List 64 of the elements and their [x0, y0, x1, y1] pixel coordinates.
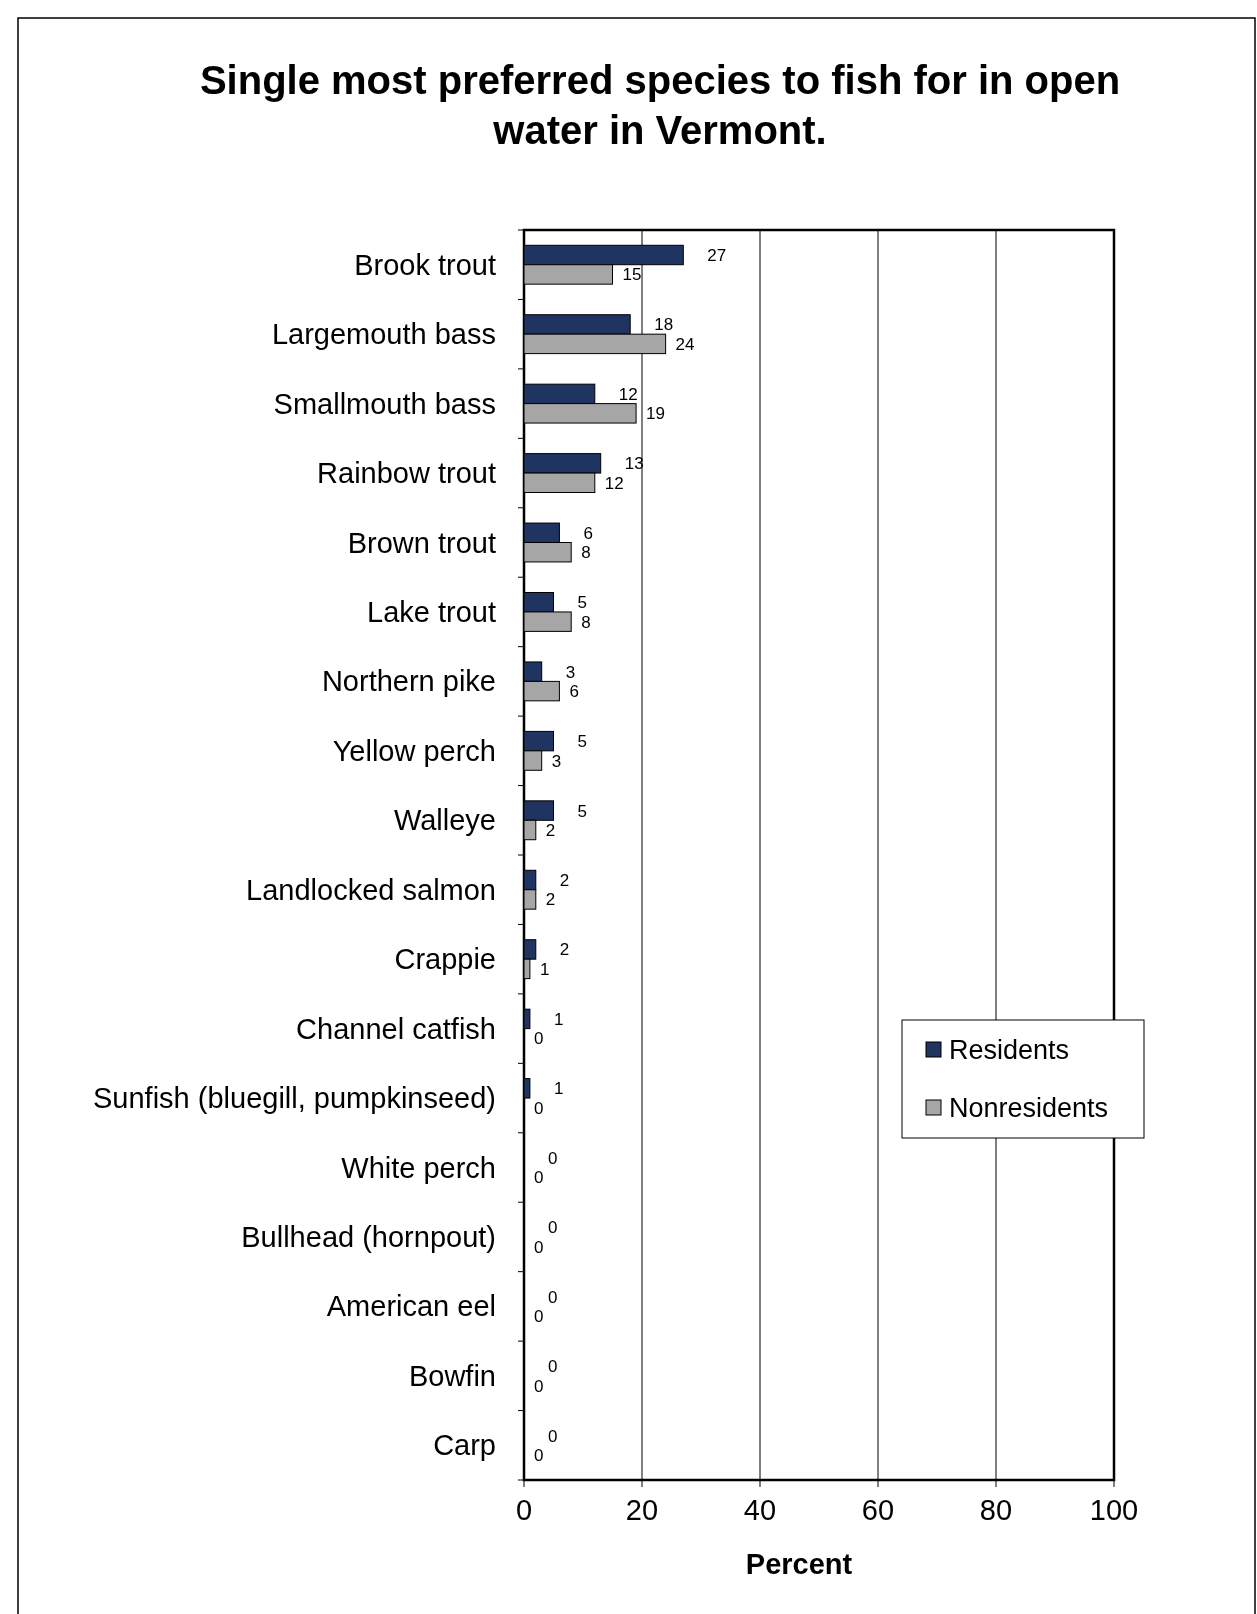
data-label: 0 [534, 1029, 544, 1049]
y-tick-label: Landlocked salmon [246, 873, 496, 906]
legend-label: Residents [949, 1035, 1070, 1065]
data-label: 0 [548, 1287, 558, 1307]
data-label: 0 [548, 1357, 558, 1377]
data-label: 3 [551, 751, 562, 771]
y-tick-label: Brown trout [347, 526, 496, 559]
data-label: 19 [646, 404, 666, 424]
x-tick-label: 80 [979, 1494, 1013, 1526]
y-tick-label: Sunfish (bluegill, pumpkinseed) [93, 1082, 496, 1115]
y-tick-label: Bullhead (hornpout) [241, 1220, 496, 1253]
x-tick-label: 0 [515, 1494, 533, 1526]
y-tick-label: Channel catfish [296, 1012, 496, 1045]
y-tick-label: American eel [326, 1290, 496, 1323]
y-tick-label: Largemouth bass [271, 318, 496, 351]
data-label: 0 [548, 1426, 558, 1446]
y-tick-label: White perch [341, 1151, 496, 1184]
data-label: 2 [559, 940, 570, 960]
data-label: 8 [581, 543, 591, 563]
data-label: 6 [583, 523, 593, 543]
legend-label: Nonresidents [949, 1093, 1109, 1123]
y-tick-label: Brook trout [354, 248, 496, 281]
data-label: 0 [534, 1168, 544, 1188]
y-tick-label: Smallmouth bass [273, 387, 496, 420]
y-tick-label: Northern pike [321, 665, 496, 698]
data-label: 1 [553, 1009, 564, 1029]
data-label: 15 [622, 265, 642, 285]
data-label: 0 [534, 1098, 544, 1118]
data-label: 2 [545, 890, 556, 910]
data-label: 24 [675, 334, 695, 354]
data-label: 0 [534, 1446, 544, 1465]
data-label: 5 [577, 732, 587, 752]
data-label: 5 [577, 801, 587, 821]
x-axis-title: Percent [745, 1548, 853, 1580]
data-label: 1 [553, 1079, 564, 1099]
data-label: 0 [534, 1307, 544, 1327]
data-label: 12 [618, 384, 638, 404]
data-label: 13 [624, 454, 644, 474]
y-tick-label: Carp [433, 1429, 496, 1462]
data-label: 6 [569, 682, 579, 702]
y-tick-label: Bowfin [408, 1359, 496, 1392]
data-label: 0 [534, 1237, 544, 1257]
x-tick-label: 60 [861, 1494, 895, 1526]
data-label: 0 [548, 1218, 558, 1238]
y-tick-label: Yellow perch [332, 734, 496, 767]
data-label: 12 [604, 473, 624, 493]
data-label: 2 [559, 871, 570, 890]
x-tick-label: 100 [1089, 1494, 1139, 1526]
data-label: 0 [534, 1376, 544, 1396]
data-label: 1 [539, 959, 550, 979]
x-tick-label: 20 [625, 1494, 659, 1526]
chart-title: Single most preferred species to fish for in open water in Vermont. [199, 58, 1121, 152]
y-tick-label: Crappie [394, 943, 496, 976]
y-tick-label: Rainbow trout [317, 457, 496, 490]
x-tick-label: 40 [743, 1494, 777, 1526]
data-label: 0 [548, 1148, 558, 1168]
data-label: 8 [581, 612, 591, 632]
data-label: 18 [654, 315, 674, 335]
data-label: 2 [545, 821, 556, 840]
data-label: 27 [707, 246, 727, 265]
data-label: 5 [577, 593, 587, 613]
data-label: 3 [565, 662, 576, 682]
y-tick-label: Lake trout [367, 595, 496, 628]
y-tick-label: Walleye [393, 804, 496, 837]
